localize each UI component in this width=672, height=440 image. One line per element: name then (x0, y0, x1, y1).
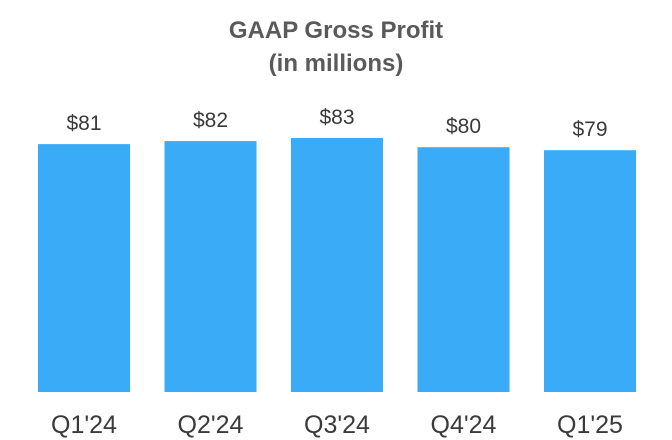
bars-group (38, 138, 636, 392)
value-label-4: $79 (572, 118, 607, 141)
bar-3 (417, 147, 510, 392)
chart-subtitle: (in millions) (269, 50, 404, 77)
value-label-0: $81 (66, 112, 101, 135)
category-label-3: Q4'24 (431, 411, 497, 439)
chart-title: GAAP Gross Profit (229, 17, 443, 44)
value-label-3: $80 (446, 115, 481, 138)
category-label-0: Q1'24 (51, 411, 117, 439)
category-labels-group: Q1'24 Q2'24 Q3'24 Q4'24 Q1'25 (51, 411, 623, 439)
category-label-2: Q3'24 (304, 411, 370, 439)
bar-2 (291, 138, 383, 392)
bar-4 (544, 150, 636, 392)
value-label-1: $82 (193, 109, 228, 132)
bar-1 (164, 141, 257, 392)
category-label-4: Q1'25 (557, 411, 623, 439)
value-labels-group: $81 $82 $83 $80 $79 (66, 106, 607, 141)
value-label-2: $83 (319, 106, 354, 129)
category-label-1: Q2'24 (178, 411, 244, 439)
bar-0 (38, 144, 130, 392)
